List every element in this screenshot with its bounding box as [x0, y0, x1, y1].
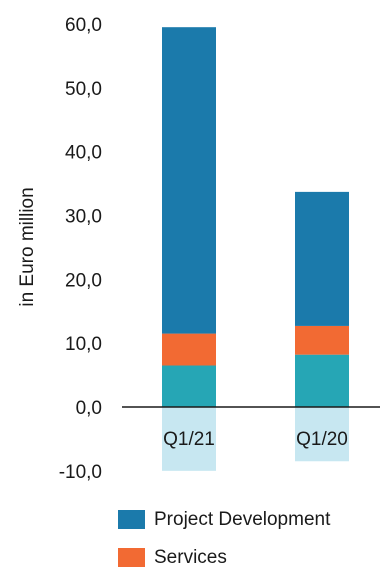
bar-segment-Q1-21-1 [162, 333, 216, 366]
bar-segment-Q1-20-3 [295, 407, 349, 462]
y-tick-label: 20,0 [65, 270, 102, 291]
legend: Project Development Services [118, 508, 330, 584]
y-tick-label: 10,0 [65, 334, 102, 355]
legend-swatch-services [118, 547, 145, 567]
bars-layer [162, 27, 349, 471]
legend-item-services: Services [118, 546, 330, 568]
bar-segment-Q1-20-1 [295, 325, 349, 355]
x-axis-categories: Q1/21 Q1/20 [163, 429, 348, 450]
y-tick-label: -10,0 [59, 462, 102, 483]
y-tick-label: 0,0 [76, 398, 102, 419]
x-category-label: Q1/20 [296, 429, 348, 450]
legend-label-project-development: Project Development [154, 508, 331, 530]
bar-segment-Q1-20-2 [295, 191, 349, 326]
legend-label-services: Services [154, 546, 227, 568]
y-tick-label: 60,0 [65, 15, 102, 36]
y-tick-label: 30,0 [65, 207, 102, 228]
bar-segment-Q1-20-0 [295, 354, 349, 407]
x-category-label: Q1/21 [163, 429, 215, 450]
bar-segment-Q1-21-0 [162, 365, 216, 407]
y-axis-ticks: -10,0 0,0 10,0 20,0 30,0 40,0 50,0 60,0 [59, 15, 102, 483]
stacked-bar-chart: -10,00,010,020,030,040,050,060,0 Q1/21 Q1… [17, 15, 380, 483]
y-tick-label: 50,0 [65, 79, 102, 100]
y-axis-label: in Euro million [17, 187, 38, 306]
legend-item-project-development: Project Development [118, 508, 330, 530]
bar-segment-Q1-21-2 [162, 27, 216, 334]
bar-segment-Q1-21-3 [162, 407, 216, 471]
y-tick-label: 40,0 [65, 143, 102, 164]
legend-swatch-project-development [118, 509, 145, 529]
